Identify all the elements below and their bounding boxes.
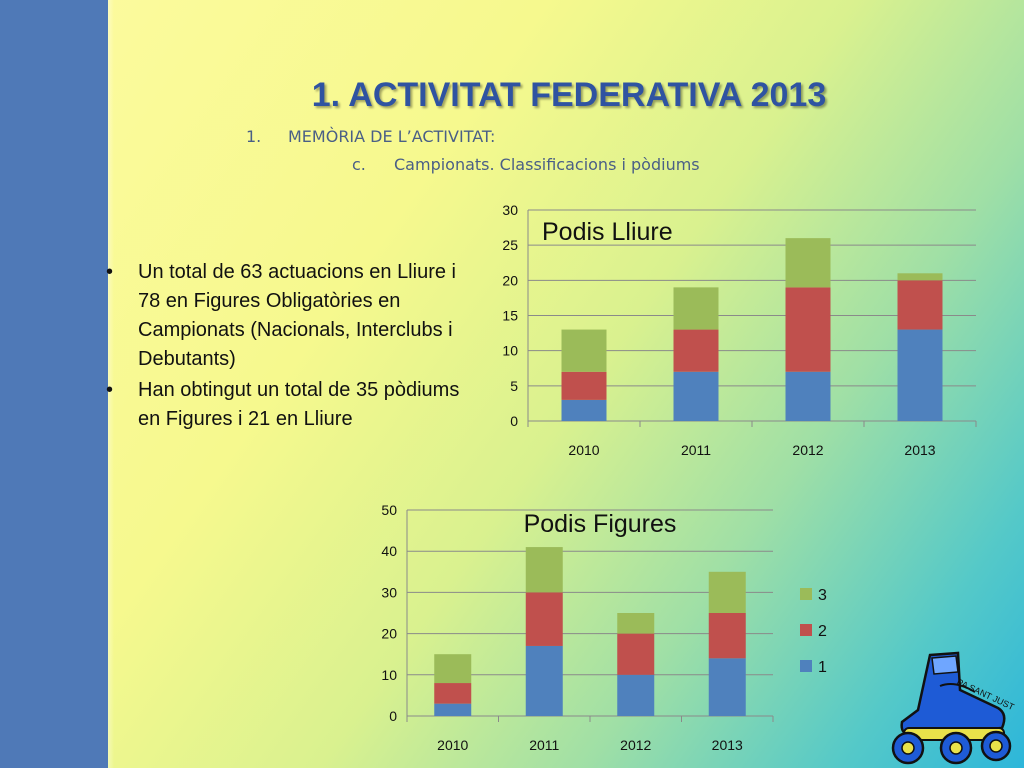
bullet-text: Un total de 63 actuacions en Lliure i 78… (138, 261, 456, 370)
bar-segment-series-3 (561, 329, 607, 372)
bar-segment-series-3 (617, 613, 655, 634)
y-tick-label: 20 (381, 626, 397, 642)
bar-segment-series-2 (617, 633, 655, 675)
legend-swatch (800, 624, 812, 636)
y-tick-label: 0 (389, 708, 397, 724)
x-tick-label: 2012 (620, 737, 651, 753)
y-tick-label: 5 (510, 378, 518, 394)
bar-segment-series-1 (785, 371, 831, 421)
chart-title: Podis Figures (524, 510, 677, 538)
skate-logo: PA SANT JUST (891, 651, 1016, 765)
y-tick-label: 25 (502, 237, 518, 253)
subtitle-level-2-number: c. (352, 155, 366, 174)
y-tick-label: 20 (502, 272, 518, 288)
y-tick-label: 30 (381, 584, 397, 600)
x-tick-label: 2010 (437, 737, 468, 753)
bar-segment-series-1 (617, 674, 655, 716)
bar-segment-series-2 (785, 287, 831, 372)
legend-label: 3 (818, 587, 827, 604)
bar-segment-series-2 (673, 329, 719, 372)
bullet-dot-icon: • (106, 379, 114, 401)
x-tick-label: 2011 (529, 737, 559, 753)
bar-segment-series-2 (434, 683, 472, 704)
bullet-dot-icon: • (106, 261, 114, 283)
bullet-item: • Han obtingut un total de 35 pòdiums en … (106, 376, 466, 434)
bullet-text: Han obtingut un total de 35 pòdiums en F… (138, 379, 460, 430)
y-tick-label: 40 (381, 543, 397, 559)
bar-segment-series-3 (434, 654, 472, 684)
bar-segment-series-1 (897, 329, 943, 421)
bar-segment-series-1 (673, 371, 719, 421)
bar-segment-series-3 (708, 571, 746, 613)
y-tick-label: 10 (381, 667, 397, 683)
y-tick-label: 30 (502, 202, 518, 218)
subtitle-level-2-text: Campionats. Classificacions i pòdiums (394, 155, 700, 174)
bar-segment-series-1 (525, 645, 563, 716)
bar-segment-series-2 (525, 592, 563, 646)
subtitle-level-1-text: MEMÒRIA DE L’ACTIVITAT: (288, 127, 496, 146)
y-tick-label: 10 (502, 343, 518, 359)
y-tick-label: 0 (510, 413, 518, 429)
y-tick-label: 50 (381, 502, 397, 518)
x-tick-label: 2012 (792, 442, 823, 458)
bar-segment-series-3 (785, 238, 831, 288)
legend-label: 1 (818, 659, 827, 676)
legend-swatch (800, 588, 812, 600)
bar-segment-series-2 (561, 371, 607, 400)
bar-segment-series-2 (897, 280, 943, 330)
left-decorative-band (0, 0, 114, 768)
bar-segment-series-1 (708, 658, 746, 716)
subtitle-level-1: 1. MEMÒRIA DE L’ACTIVITAT: (246, 127, 495, 146)
chart-title: Podis Lliure (542, 218, 673, 246)
y-tick-label: 15 (502, 308, 518, 324)
x-tick-label: 2013 (904, 442, 935, 458)
x-tick-label: 2013 (712, 737, 743, 753)
bar-segment-series-2 (708, 613, 746, 659)
bar-segment-series-3 (525, 547, 563, 593)
subtitle-level-1-number: 1. (246, 127, 262, 146)
bar-segment-series-1 (434, 703, 472, 716)
legend-label: 2 (818, 623, 827, 640)
bar-segment-series-3 (897, 273, 943, 281)
legend-swatch (800, 660, 812, 672)
bar-segment-series-3 (673, 287, 719, 330)
x-tick-label: 2011 (681, 442, 711, 458)
bar-segment-series-1 (561, 399, 607, 421)
bullet-item: • Un total de 63 actuacions en Lliure i 7… (106, 258, 466, 374)
bullet-list: • Un total de 63 actuacions en Lliure i 7… (106, 258, 466, 436)
subtitle-level-2: c. Campionats. Classificacions i pòdiums (352, 155, 700, 174)
slide-title: 1. ACTIVITAT FEDERATIVA 2013 (311, 76, 827, 114)
x-tick-label: 2010 (568, 442, 599, 458)
